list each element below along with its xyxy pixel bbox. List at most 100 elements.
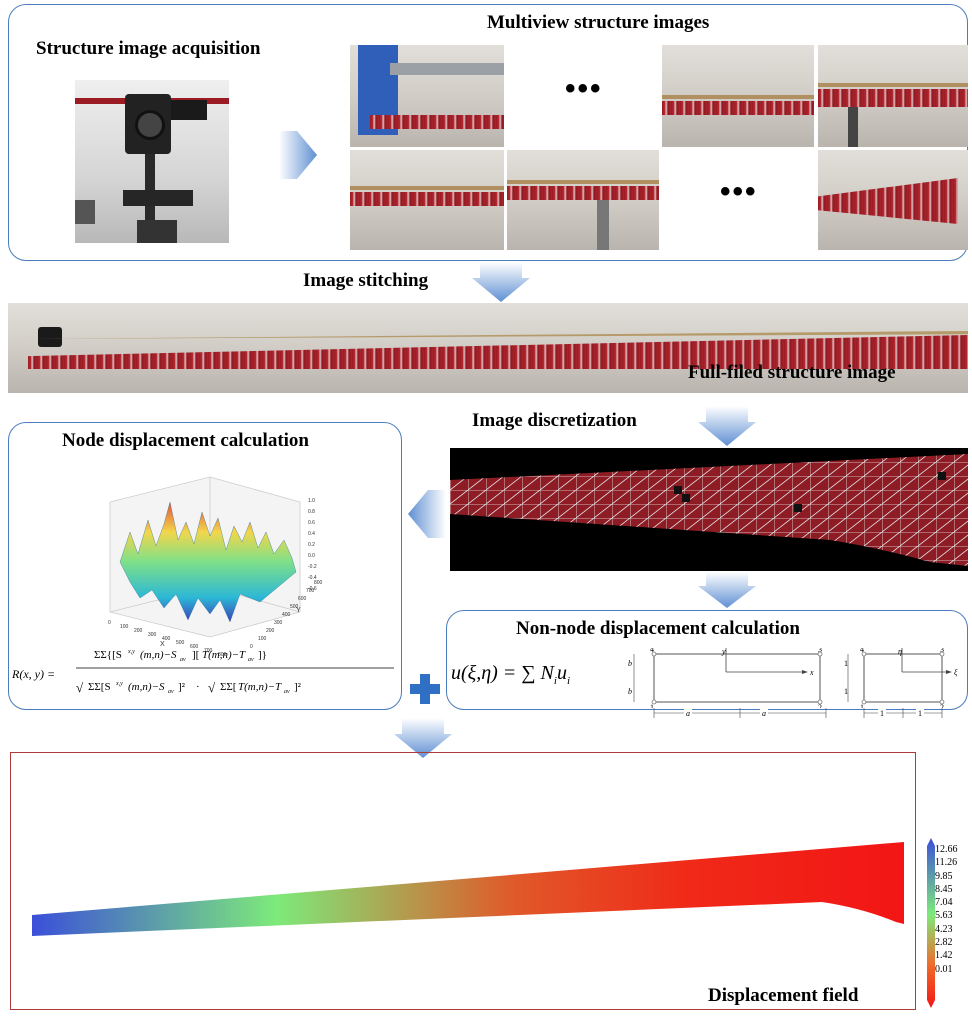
- colorbar-tick: 5.63: [935, 910, 953, 922]
- x-tick: 0: [108, 620, 111, 626]
- svg-text:]}: ]}: [258, 649, 267, 661]
- node-label: 1: [650, 703, 654, 708]
- node-label: 1: [860, 703, 864, 708]
- down-arrow-icon: [394, 718, 452, 758]
- x-axis-ticks: 0 100 200 300 400 500 600 700 800: [108, 620, 227, 658]
- view-image-5: [507, 150, 659, 250]
- z-tick: -0.4: [308, 575, 317, 581]
- z-tick: 0.4: [308, 531, 315, 537]
- displacement-label: Displacement field: [708, 985, 859, 1006]
- acquisition-title: Structure image acquisition: [36, 38, 261, 59]
- colorbar-tick: 12.66: [935, 844, 958, 855]
- ellipsis-bottom: •••: [720, 175, 758, 208]
- svg-text:av: av: [168, 689, 174, 695]
- fullfield-image: [8, 303, 968, 393]
- svg-text:√: √: [208, 680, 216, 695]
- z-tick: -0.6: [308, 586, 317, 592]
- x-tick: 400: [162, 636, 171, 642]
- node-label: 3: [818, 648, 822, 654]
- svg-text:][: ][: [192, 649, 200, 661]
- colorbar-tick: 9.85: [935, 870, 953, 882]
- colorbar-tick: 11.26: [935, 857, 958, 869]
- svg-text:(m,n)−S: (m,n)−S: [140, 649, 177, 661]
- z-tick: 0.0: [308, 553, 315, 559]
- x-tick: 300: [148, 632, 157, 638]
- y-tick: 100: [258, 636, 267, 642]
- node-label: 4: [650, 648, 654, 654]
- colorbar-ticks: 12.66 11.26 9.85 8.45 7.04 5.63 4.23 2.8…: [935, 843, 958, 976]
- x-tick: 500: [176, 640, 185, 646]
- colorbar-tick: 8.45: [935, 883, 953, 895]
- svg-text:ΣΣ[S: ΣΣ[S: [88, 681, 111, 693]
- svg-text:ΣΣ[: ΣΣ[: [220, 681, 237, 693]
- y-tick: 200: [266, 628, 275, 634]
- shape-formula-u: u: [556, 662, 567, 684]
- dimension-line-unit: [863, 708, 943, 718]
- svg-text:√: √: [76, 680, 84, 695]
- axis-label-eta: η: [898, 648, 902, 656]
- node-label: 2: [818, 703, 822, 708]
- z-tick: 1.0: [308, 498, 315, 504]
- nonnode-panel: [446, 610, 968, 710]
- colorbar-tick: 0.01: [935, 963, 953, 975]
- y-axis-label: Y: [296, 607, 301, 614]
- shape-function-formula: u(ξ,η) = ∑ Niui: [451, 662, 570, 687]
- y-tick: 800: [314, 580, 323, 586]
- ellipsis-top: •••: [565, 72, 603, 105]
- correlation-formula: R(x, y) = ΣΣ{[S x,y (m,n)−S av ][ T(m,n)…: [12, 649, 394, 695]
- y-tick: 300: [274, 620, 283, 626]
- svg-text:x,y: x,y: [115, 681, 123, 687]
- y-tick: 500: [290, 604, 299, 610]
- view-image-3: [818, 45, 968, 147]
- y-tick: 600: [298, 596, 307, 602]
- svg-text:av: av: [180, 657, 186, 663]
- z-tick: 0.6: [308, 520, 315, 526]
- right-arrow-icon: [279, 131, 317, 179]
- svg-text:x,y: x,y: [127, 649, 135, 655]
- axis-label-xi: ξ: [954, 668, 958, 677]
- dimension-line-a: [653, 708, 827, 718]
- dim-h-left: 1: [878, 709, 886, 718]
- node-title: Node displacement calculation: [62, 430, 309, 451]
- nonnode-title: Non-node displacement calculation: [516, 618, 800, 639]
- x-tick: 800: [218, 652, 227, 658]
- svg-text:·: ·: [196, 681, 200, 693]
- left-arrow-icon: [408, 490, 446, 538]
- colorbar: [927, 838, 935, 1008]
- svg-text:ΣΣ{[S: ΣΣ{[S: [94, 649, 122, 661]
- view-image-2: [662, 45, 814, 147]
- x-tick: 600: [190, 644, 199, 650]
- x-tick: 200: [134, 628, 143, 634]
- fullfield-label: Full-filed structure image: [688, 362, 896, 383]
- view-image-4: [350, 150, 504, 250]
- down-arrow-icon: [472, 262, 530, 302]
- x-axis-label: X: [160, 641, 165, 648]
- axis-label-x: x: [809, 668, 814, 677]
- svg-text:(m,n)−S: (m,n)−S: [128, 681, 165, 693]
- node-label: 2: [940, 703, 944, 708]
- z-axis-ticks: 1.0 0.8 0.6 0.4 0.2 0.0 -0.2 -0.4 -0.6: [308, 498, 317, 592]
- displacement-frame: [10, 752, 916, 1010]
- view-image-6: [818, 150, 968, 250]
- y-axis-ticks: 0 100 200 300 400 500 600 700 800: [250, 580, 323, 650]
- rect-element-natural: 4 3 1 2 ξ η 1 1: [844, 648, 958, 708]
- rect-element-physical: 4 3 1 2 x y b b: [628, 648, 823, 708]
- svg-text:T(m,n)−T: T(m,n)−T: [202, 649, 246, 661]
- dim-a-left: a: [684, 709, 692, 718]
- plus-icon: [410, 674, 440, 704]
- x-tick: 700: [204, 648, 213, 654]
- correlation-surface-plot: 1.0 0.8 0.6 0.4 0.2 0.0 -0.2 -0.4 -0.6 0…: [108, 476, 323, 658]
- dim-a-right: a: [760, 709, 768, 718]
- down-arrow-icon: [698, 572, 756, 608]
- z-tick: -0.2: [308, 564, 317, 570]
- dim-v: 1: [844, 687, 848, 696]
- colorbar-tick: 1.42: [935, 950, 953, 962]
- svg-text:]²: ]²: [178, 681, 186, 693]
- camera-rig-photo: [75, 80, 229, 243]
- shape-formula-main: u(ξ,η) = ∑ N: [451, 662, 554, 684]
- axis-label-y: y: [721, 648, 726, 656]
- z-tick: 0.8: [308, 509, 315, 515]
- colorbar-tick: 2.82: [935, 937, 953, 949]
- shape-formula-sub: i: [553, 675, 557, 687]
- node-label: 4: [860, 648, 864, 654]
